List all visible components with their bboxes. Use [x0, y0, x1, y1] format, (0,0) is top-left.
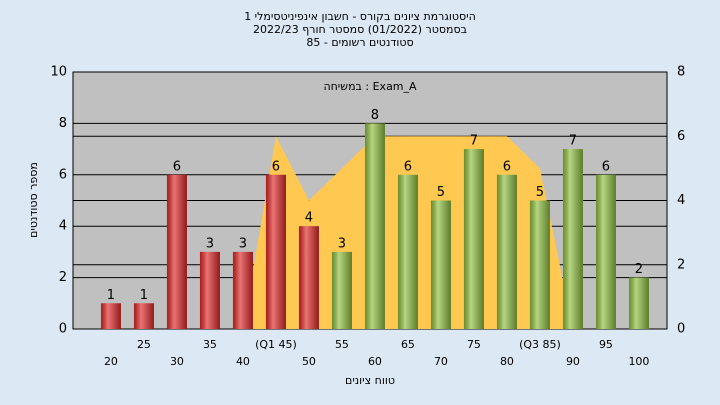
data-label: 2: [635, 262, 643, 277]
x-tick-label: 70: [434, 355, 448, 368]
x-tick-label: 35: [203, 338, 217, 351]
bar-shade: [232, 251, 253, 329]
title-line: היסטוגרמת ציונים בקורס - חשבון אינפיניטס…: [244, 10, 476, 23]
x-axis-label: טווח ציונים: [345, 374, 395, 387]
y-tick-label: 4: [59, 219, 67, 234]
bar-shade: [430, 200, 451, 329]
y2-tick-label: 0: [677, 322, 685, 337]
x-tick-label: 30: [170, 355, 184, 368]
bar-shade: [397, 174, 418, 329]
data-label: 6: [272, 159, 280, 174]
data-label: 7: [569, 134, 577, 149]
y2-tick-label: 8: [677, 65, 685, 80]
data-label: 1: [140, 288, 148, 303]
bar-shade: [364, 123, 385, 330]
bar-shade: [199, 251, 220, 329]
bar-shade: [100, 303, 121, 329]
annotation: במשיחה : Exam_A: [323, 80, 417, 93]
y-tick-label: 8: [59, 116, 67, 131]
data-label: 1: [107, 288, 115, 303]
data-label: 3: [338, 236, 346, 251]
title-line: סטודנטים רשומים - 85: [306, 36, 413, 49]
x-tick-label: 75: [467, 338, 481, 351]
data-label: 4: [305, 211, 313, 226]
data-label: 8: [371, 108, 379, 123]
bar-shade: [595, 174, 616, 329]
y-axis-label: מספר סטודנטים: [27, 162, 40, 238]
data-label: 5: [536, 185, 544, 200]
y2-tick-label: 2: [677, 257, 685, 272]
x-tick-label: 90: [566, 355, 580, 368]
x-tick-label: 60: [368, 355, 382, 368]
y-tick-label: 10: [50, 65, 67, 80]
x-tick-label: 25: [137, 338, 151, 351]
y-tick-label: 0: [59, 322, 67, 337]
x-tick-label: 55: [335, 338, 349, 351]
y2-tick-label: 4: [677, 193, 685, 208]
title-line: בסמסטר (01/2022) סמסטר חורף 2022/23: [253, 23, 467, 36]
data-label: 6: [173, 159, 181, 174]
x-tick-label: (Q3 85): [519, 338, 561, 351]
data-label: 6: [404, 159, 412, 174]
bar-shade: [133, 303, 154, 329]
x-tick-label: (Q1 45): [255, 338, 297, 351]
data-label: 5: [437, 185, 445, 200]
data-label: 3: [206, 236, 214, 251]
x-tick-label: 95: [599, 338, 613, 351]
y-tick-label: 6: [59, 167, 67, 182]
bar-shade: [463, 149, 484, 329]
data-label: 6: [602, 159, 610, 174]
x-tick-label: 65: [401, 338, 415, 351]
bar-shade: [628, 277, 649, 329]
y-tick-label: 2: [59, 270, 67, 285]
bar-shade: [529, 200, 550, 329]
bar-shade: [331, 251, 352, 329]
x-tick-label: 20: [104, 355, 118, 368]
data-label: 3: [239, 236, 247, 251]
y2-tick-label: 6: [677, 129, 685, 144]
bar-shade: [562, 149, 583, 329]
x-tick-label: 50: [302, 355, 316, 368]
data-label: 7: [470, 134, 478, 149]
data-label: 6: [503, 159, 511, 174]
bar-shade: [496, 174, 517, 329]
x-tick-label: 40: [236, 355, 250, 368]
bar-shade: [265, 174, 286, 329]
x-tick-label: 100: [628, 355, 649, 368]
bar-shade: [166, 174, 187, 329]
bar-shade: [298, 226, 319, 329]
x-tick-label: 80: [500, 355, 514, 368]
